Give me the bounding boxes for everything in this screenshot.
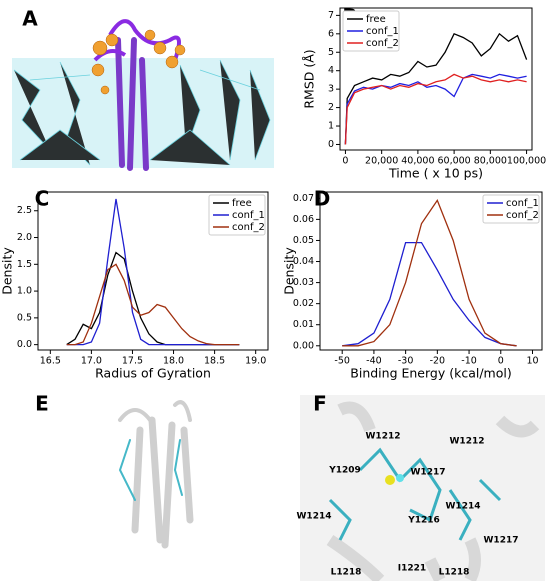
series-line	[344, 73, 527, 145]
x-tick-label: 20,000	[365, 156, 398, 167]
y-tick-label: 0.02	[293, 298, 314, 309]
y-tick-label: 0.03	[293, 277, 314, 288]
panel-label: E	[35, 392, 49, 416]
series-line	[344, 32, 528, 145]
residue-label: W1212	[450, 437, 485, 447]
legend-label: free	[366, 14, 386, 25]
series-line	[342, 241, 517, 347]
y-tick-label: 0.0	[17, 339, 32, 350]
y-tick-label: 2.0	[17, 232, 32, 243]
legend-label: conf_1	[366, 26, 399, 37]
y-axis-label: RMSD (Å)	[302, 49, 317, 108]
legend-box	[208, 194, 266, 236]
x-tick-label: 18.5	[204, 356, 225, 367]
y-tick-label: 1	[328, 121, 334, 132]
x-tick-label: -30	[398, 356, 414, 367]
protein-image-e	[118, 400, 194, 549]
y-tick-label: 0.04	[293, 256, 314, 267]
x-axis-label: Time ( x 10 ps)	[388, 166, 483, 181]
residue-label: W1214	[297, 512, 332, 522]
x-tick-label: 17.0	[81, 356, 102, 367]
x-tick-label: -50	[334, 356, 350, 367]
x-tick-label: 19.0	[245, 356, 266, 367]
x-tick-label: 0	[342, 156, 348, 167]
legend-box	[342, 10, 400, 52]
residue-label: L1218	[439, 568, 470, 578]
y-tick-label: 2.5	[17, 205, 32, 216]
panel-label: F	[313, 392, 327, 416]
y-tick-label: 0	[328, 139, 334, 150]
x-axis-label: Binding Energy (kcal/mol)	[350, 366, 511, 381]
residue-label: W1217	[484, 536, 519, 546]
series-line	[344, 73, 527, 145]
plot-frame	[37, 191, 269, 351]
series-line	[342, 199, 517, 347]
series-line	[66, 263, 240, 346]
x-tick-label: 100,000	[507, 156, 546, 167]
x-tick-label: 18.0	[163, 356, 184, 367]
series-line	[66, 251, 240, 346]
y-tick-label: 1.5	[17, 259, 32, 270]
x-tick-label: 40,000	[401, 156, 434, 167]
y-tick-label: 7	[328, 10, 334, 21]
y-tick-label: 0.07	[293, 193, 314, 204]
y-tick-label: 1.0	[17, 286, 32, 297]
residue-label: W1212	[366, 432, 401, 442]
y-tick-label: 3	[328, 84, 334, 95]
plot-frame	[339, 7, 533, 151]
legend-label: conf_2	[232, 222, 265, 233]
x-tick-label: 10	[526, 356, 538, 367]
legend-label: free	[232, 198, 252, 209]
residue-label: W1214	[446, 502, 481, 512]
legend-label: conf_1	[232, 210, 265, 221]
legend-label: conf_2	[506, 210, 539, 221]
legend-label: conf_2	[366, 38, 399, 49]
x-tick-label: 0	[498, 356, 504, 367]
y-tick-label: 4	[328, 65, 334, 76]
y-axis-label: Density	[282, 247, 297, 295]
x-tick-label: 60,000	[437, 156, 470, 167]
x-axis-label: Radius of Gyration	[95, 366, 211, 381]
panel-label: A	[22, 7, 38, 31]
x-tick-label: -40	[366, 356, 382, 367]
y-tick-label: 0.5	[17, 312, 32, 323]
y-tick-label: 0.06	[293, 214, 314, 225]
y-tick-label: 2	[328, 102, 334, 113]
legend-label: conf_1	[506, 198, 539, 209]
residue-label: Y1216	[407, 516, 440, 526]
residue-label: I1221	[398, 564, 426, 574]
y-tick-label: 0.00	[293, 340, 314, 351]
protein-image-f	[300, 395, 545, 581]
residue-label: W1217	[411, 468, 446, 478]
residue-label: Y1209	[328, 466, 361, 476]
legend-box	[482, 194, 540, 224]
y-tick-label: 5	[328, 47, 334, 58]
y-tick-label: 6	[328, 28, 334, 39]
x-tick-label: 17.5	[122, 356, 143, 367]
x-tick-label: -10	[461, 356, 477, 367]
panel-label: C	[35, 187, 50, 211]
y-axis-label: Density	[0, 247, 15, 295]
x-tick-label: 16.5	[40, 356, 61, 367]
plot-frame	[319, 191, 543, 351]
y-tick-label: 0.01	[293, 319, 314, 330]
y-tick-label: 0.05	[293, 235, 314, 246]
x-tick-label: -20	[430, 356, 446, 367]
x-tick-label: 80,000	[474, 156, 507, 167]
residue-label: L1218	[331, 568, 362, 578]
membrane-image	[12, 19, 274, 171]
